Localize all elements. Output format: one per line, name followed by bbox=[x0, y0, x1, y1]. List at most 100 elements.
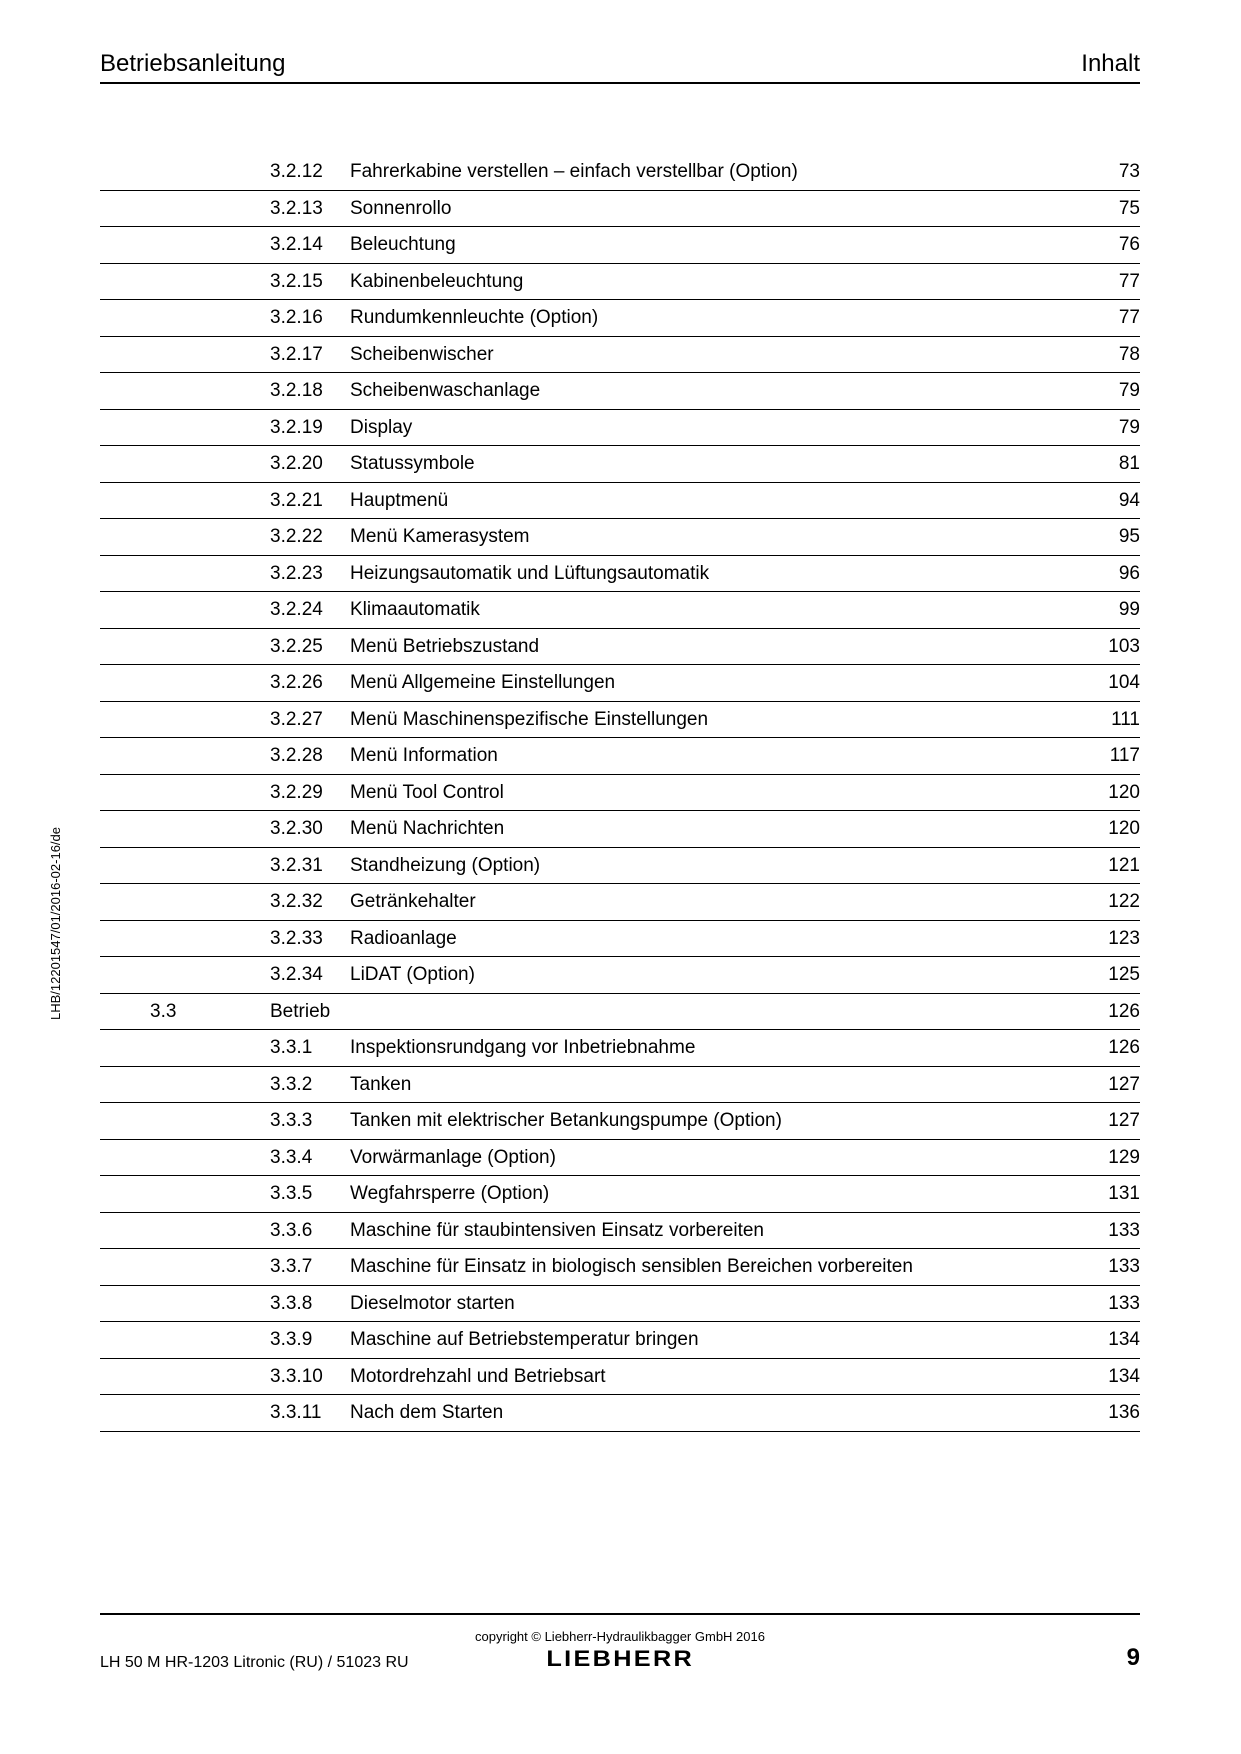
toc-item-page: 133 bbox=[1080, 1253, 1140, 1282]
toc-item-title: Klimaautomatik bbox=[350, 596, 1080, 625]
toc-item-title: Maschine auf Betriebstemperatur bringen bbox=[350, 1326, 1080, 1355]
toc-item-title: Menü Information bbox=[350, 742, 1080, 771]
toc-item-page: 126 bbox=[1080, 1034, 1140, 1063]
toc-item-page: 136 bbox=[1080, 1399, 1140, 1428]
toc-item-num: 3.2.21 bbox=[270, 487, 350, 516]
toc-item-num: 3.2.34 bbox=[270, 961, 350, 990]
footer-page-number: 9 bbox=[1127, 1644, 1140, 1672]
toc-item-page: 120 bbox=[1080, 779, 1140, 808]
toc-item-num: 3.2.29 bbox=[270, 779, 350, 808]
toc-item-title: Menü Kamerasystem bbox=[350, 523, 1080, 552]
toc-item-page: 78 bbox=[1080, 341, 1140, 370]
header-left: Betriebsanleitung bbox=[100, 50, 285, 78]
toc-item-page: 79 bbox=[1080, 414, 1140, 443]
toc-item-num: 3.3.11 bbox=[270, 1399, 350, 1428]
toc-item-num: 3.2.20 bbox=[270, 450, 350, 479]
toc-item-num: 3.2.19 bbox=[270, 414, 350, 443]
toc-item-page: 76 bbox=[1080, 231, 1140, 260]
toc-item-num: 3.2.12 bbox=[270, 158, 350, 187]
toc-item-page: 111 bbox=[1080, 706, 1140, 735]
toc-item-title: Maschine für Einsatz in biologisch sensi… bbox=[350, 1253, 1080, 1282]
toc-row: 3.2.31Standheizung (Option)121 bbox=[100, 848, 1140, 885]
toc-item-page: 117 bbox=[1080, 742, 1140, 771]
toc-item-num: 3.2.13 bbox=[270, 195, 350, 224]
toc-row: 3.2.24Klimaautomatik99 bbox=[100, 592, 1140, 629]
toc-item-title: Kabinenbeleuchtung bbox=[350, 268, 1080, 297]
toc-item-page: 99 bbox=[1080, 596, 1140, 625]
footer-copyright: copyright © Liebherr-Hydraulikbagger Gmb… bbox=[475, 1629, 765, 1644]
toc-item-title: Dieselmotor starten bbox=[350, 1290, 1080, 1319]
toc-item-title: Getränkehalter bbox=[350, 888, 1080, 917]
toc-item-title: Menü Nachrichten bbox=[350, 815, 1080, 844]
toc-item-page: 129 bbox=[1080, 1144, 1140, 1173]
toc-item-page: 75 bbox=[1080, 195, 1140, 224]
toc-row: 3.2.27Menü Maschinenspezifische Einstell… bbox=[100, 702, 1140, 739]
toc-item-page: 125 bbox=[1080, 961, 1140, 990]
table-of-contents: 3.2.12Fahrerkabine verstellen – einfach … bbox=[100, 154, 1140, 1432]
toc-row: 3.2.23Heizungsautomatik und Lüftungsauto… bbox=[100, 556, 1140, 593]
toc-item-num: 3.3.1 bbox=[270, 1034, 350, 1063]
toc-row: 3.3Betrieb126 bbox=[100, 994, 1140, 1031]
toc-item-title: Wegfahrsperre (Option) bbox=[350, 1180, 1080, 1209]
toc-section-num: 3.3 bbox=[100, 998, 270, 1027]
toc-row: 3.2.17Scheibenwischer78 bbox=[100, 337, 1140, 374]
toc-row: 3.2.33Radioanlage123 bbox=[100, 921, 1140, 958]
toc-row: 3.2.15Kabinenbeleuchtung77 bbox=[100, 264, 1140, 301]
toc-item-page: 133 bbox=[1080, 1290, 1140, 1319]
toc-row: 3.2.21Hauptmenü94 bbox=[100, 483, 1140, 520]
toc-item-title: Menü Allgemeine Einstellungen bbox=[350, 669, 1080, 698]
toc-item-num: 3.2.32 bbox=[270, 888, 350, 917]
toc-row: 3.2.25Menü Betriebszustand103 bbox=[100, 629, 1140, 666]
toc-row: 3.3.11Nach dem Starten136 bbox=[100, 1395, 1140, 1432]
toc-item-title: Menü Maschinenspezifische Einstellungen bbox=[350, 706, 1080, 735]
toc-item-num: 3.3.10 bbox=[270, 1363, 350, 1392]
toc-item-num: 3.3.3 bbox=[270, 1107, 350, 1136]
toc-row: 3.2.20Statussymbole81 bbox=[100, 446, 1140, 483]
toc-row: 3.3.4Vorwärmanlage (Option)129 bbox=[100, 1140, 1140, 1177]
toc-item-num: 3.2.33 bbox=[270, 925, 350, 954]
toc-row: 3.2.26Menü Allgemeine Einstellungen104 bbox=[100, 665, 1140, 702]
toc-item-num: 3.3.9 bbox=[270, 1326, 350, 1355]
toc-item-title: Display bbox=[350, 414, 1080, 443]
toc-item-num: Betrieb bbox=[270, 998, 350, 1027]
toc-item-page: 79 bbox=[1080, 377, 1140, 406]
footer-rule bbox=[100, 1613, 1140, 1615]
toc-item-num: 3.2.26 bbox=[270, 669, 350, 698]
toc-item-title: Menü Tool Control bbox=[350, 779, 1080, 808]
toc-item-title: Sonnenrollo bbox=[350, 195, 1080, 224]
toc-row: 3.3.6Maschine für staubintensiven Einsat… bbox=[100, 1213, 1140, 1250]
toc-item-num: 3.2.30 bbox=[270, 815, 350, 844]
toc-item-num: 3.2.31 bbox=[270, 852, 350, 881]
toc-row: 3.2.30Menü Nachrichten120 bbox=[100, 811, 1140, 848]
toc-item-title: Tanken mit elektrischer Betankungspumpe … bbox=[350, 1107, 1080, 1136]
toc-item-page: 95 bbox=[1080, 523, 1140, 552]
toc-item-title: Inspektionsrundgang vor Inbetriebnahme bbox=[350, 1034, 1080, 1063]
toc-item-num: 3.2.28 bbox=[270, 742, 350, 771]
toc-item-title: Hauptmenü bbox=[350, 487, 1080, 516]
toc-item-title: Heizungsautomatik und Lüftungsautomatik bbox=[350, 560, 1080, 589]
toc-item-num: 3.2.14 bbox=[270, 231, 350, 260]
footer-center: copyright © Liebherr-Hydraulikbagger Gmb… bbox=[475, 1629, 765, 1672]
toc-item-num: 3.3.8 bbox=[270, 1290, 350, 1319]
toc-item-page: 133 bbox=[1080, 1217, 1140, 1246]
side-reference-text: LHB/12201547/01/2016-02-16/de bbox=[48, 827, 63, 1020]
toc-item-num: 3.2.27 bbox=[270, 706, 350, 735]
toc-item-title: Scheibenwaschanlage bbox=[350, 377, 1080, 406]
toc-row: 3.2.16Rundumkennleuchte (Option)77 bbox=[100, 300, 1140, 337]
header-right: Inhalt bbox=[1081, 50, 1140, 78]
toc-row: 3.2.19Display79 bbox=[100, 410, 1140, 447]
toc-row: 3.2.14Beleuchtung76 bbox=[100, 227, 1140, 264]
toc-item-title: Maschine für staubintensiven Einsatz vor… bbox=[350, 1217, 1080, 1246]
toc-row: 3.2.13Sonnenrollo75 bbox=[100, 191, 1140, 228]
toc-item-page: 134 bbox=[1080, 1326, 1140, 1355]
toc-item-title: Beleuchtung bbox=[350, 231, 1080, 260]
page-header: Betriebsanleitung Inhalt bbox=[100, 50, 1140, 84]
toc-item-page: 104 bbox=[1080, 669, 1140, 698]
toc-row: 3.3.3Tanken mit elektrischer Betankungsp… bbox=[100, 1103, 1140, 1140]
toc-item-page: 103 bbox=[1080, 633, 1140, 662]
toc-row: 3.2.18Scheibenwaschanlage79 bbox=[100, 373, 1140, 410]
toc-item-page: 134 bbox=[1080, 1363, 1140, 1392]
toc-item-page: 73 bbox=[1080, 158, 1140, 187]
toc-item-num: 3.3.6 bbox=[270, 1217, 350, 1246]
toc-item-page: 81 bbox=[1080, 450, 1140, 479]
